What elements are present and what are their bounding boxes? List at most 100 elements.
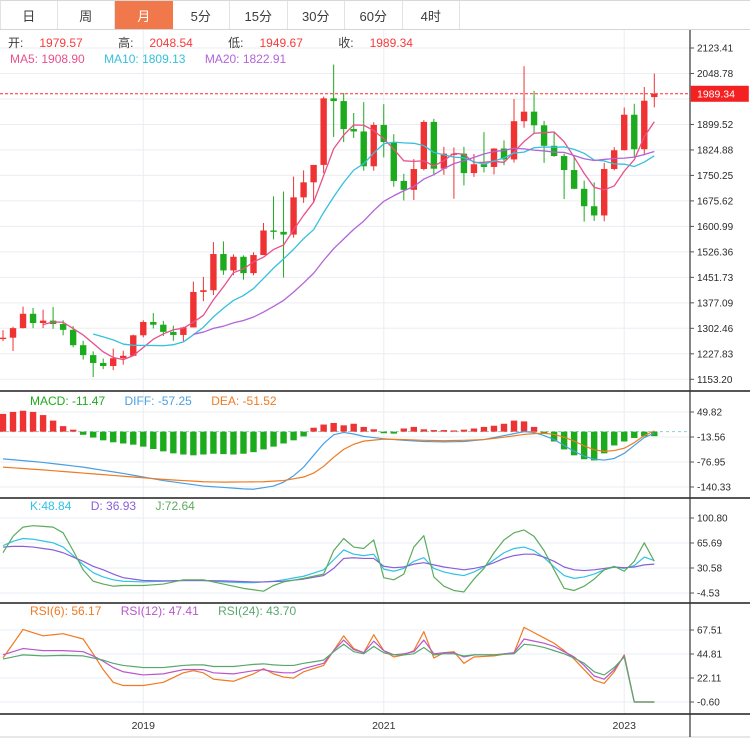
svg-text:1526.36: 1526.36 [697,247,734,258]
candle [59,324,67,330]
svg-text:30.58: 30.58 [697,564,722,575]
candle [29,313,37,324]
candle [270,230,277,232]
candle [350,129,357,132]
svg-text:22.11: 22.11 [697,673,722,684]
gridlines [0,30,690,714]
tab-month[interactable]: 月 [115,1,173,29]
candle [550,145,558,157]
candle [240,256,247,274]
candle [330,98,337,102]
svg-text:-4.53: -4.53 [697,589,720,600]
tab-4hour[interactable]: 4时 [403,1,460,29]
candle [360,131,367,167]
current-price-badge: 1989.34 [690,85,749,102]
y-axis-labels: 2123.41 2048.78 1899.52 1824.88 1750.25 1675.… [690,44,734,709]
candle [651,93,658,98]
tab-day[interactable]: 日 [0,1,58,29]
candle [390,142,397,181]
tab-30min[interactable]: 30分 [288,1,345,29]
candle [641,100,648,150]
candle [220,254,227,271]
candle [250,255,257,274]
svg-text:1227.83: 1227.83 [697,349,734,360]
candle [0,337,7,340]
candle [120,355,127,359]
candle [170,331,177,335]
chart-canvas[interactable]: 2123.41 2048.78 1899.52 1824.88 1750.25 1675.… [0,30,750,740]
candle [230,256,237,271]
candle [190,291,197,328]
svg-text:49.82: 49.82 [697,408,722,419]
candle [500,148,508,160]
candle [340,101,347,130]
candle [300,182,307,198]
svg-text:1377.09: 1377.09 [697,298,734,309]
svg-text:65.69: 65.69 [697,539,722,550]
candle [79,345,87,356]
candle [400,180,407,190]
candle [490,148,498,167]
svg-text:-13.56: -13.56 [697,432,726,443]
candle [180,327,187,335]
candle [200,290,207,292]
svg-text:1989.34: 1989.34 [697,89,735,101]
candle [430,121,438,169]
macd-pane [0,410,658,490]
svg-text:1824.88: 1824.88 [697,145,734,156]
candle [631,114,638,150]
candle [370,124,377,167]
candle [560,156,568,171]
svg-text:2019: 2019 [132,720,156,732]
candle [450,153,458,155]
ma10-line [93,141,655,347]
candle [69,329,77,346]
svg-text:2023: 2023 [613,720,637,732]
candle [9,328,17,338]
tab-60min[interactable]: 60分 [345,1,403,29]
candle [510,121,518,160]
svg-text:1451.73: 1451.73 [697,273,734,284]
svg-text:1899.52: 1899.52 [697,120,734,131]
svg-text:44.81: 44.81 [697,649,722,660]
candle [410,169,418,190]
ma20-line [193,147,655,336]
candle [320,98,327,165]
tab-15min[interactable]: 15分 [230,1,288,29]
candle [160,324,167,332]
kdj-pane [2,525,655,593]
candle [100,362,107,367]
candle [260,230,267,256]
svg-text:2123.41: 2123.41 [697,44,734,55]
candlesticks [0,64,658,377]
candle [290,197,297,235]
candle [530,111,538,126]
candle [570,170,578,189]
candle [601,169,608,216]
candle [621,114,628,151]
svg-text:1675.62: 1675.62 [697,196,734,207]
candle [590,206,598,216]
candle [520,111,528,122]
candle [460,153,468,174]
tab-week[interactable]: 周 [58,1,115,29]
candle [19,313,27,329]
candle [140,321,147,336]
chart-area[interactable]: 开: 1979.57 高: 2048.54 低: 1949.67 收: 1989.34 … [0,30,750,740]
candle [110,358,117,367]
svg-text:1750.25: 1750.25 [697,171,734,182]
candle [280,231,287,235]
timeframe-toolbar: 日 周 月 5分 15分 30分 60分 4时 [0,1,750,30]
candle [480,164,488,167]
svg-text:67.51: 67.51 [697,626,722,637]
svg-text:1153.20: 1153.20 [697,375,733,386]
rsi-pane [2,626,655,703]
svg-text:2021: 2021 [372,720,396,732]
x-axis-labels: 2019 2021 2023 [132,720,636,732]
candle [210,254,217,291]
svg-text:-76.95: -76.95 [697,458,726,469]
candle [580,188,588,207]
candle [89,355,97,363]
tab-5min[interactable]: 5分 [173,1,230,29]
candle [470,164,478,174]
